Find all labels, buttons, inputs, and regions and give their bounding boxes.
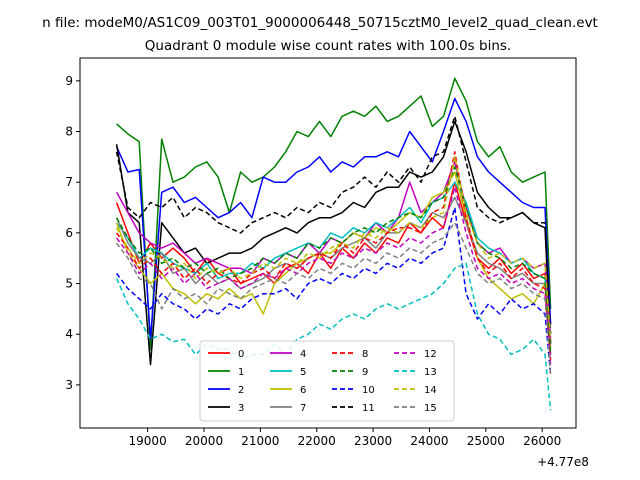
series-line-9 [115, 166, 552, 355]
x-tick-label: 22000 [298, 434, 336, 448]
legend-label-12: 12 [424, 349, 437, 360]
axes-layer: 19000 20000 21000 22000 23000 24000 25000 26000… [65, 74, 561, 448]
y-tick-label: 8 [65, 124, 73, 138]
chart-title: Quadrant 0 module wise count rates with … [145, 38, 511, 54]
legend-label-14: 14 [424, 385, 437, 396]
x-tick-label: 20000 [185, 434, 223, 448]
legend-frame [199, 340, 455, 422]
series-line-1 [116, 77, 552, 351]
y-tick-label: 9 [65, 74, 73, 88]
legend-label-3: 3 [238, 403, 244, 414]
x-tick-label: 26000 [523, 434, 561, 448]
series-line-2 [115, 97, 552, 341]
legend-label-9: 9 [362, 367, 368, 378]
series-line-14 [115, 156, 552, 340]
legend-label-5: 5 [300, 367, 306, 378]
series-line-12 [115, 186, 552, 365]
series-line-8 [115, 151, 552, 360]
series-layer [115, 77, 552, 411]
x-tick-label: 23000 [354, 434, 392, 448]
x-tick-label: 24000 [410, 434, 448, 448]
series-line-10 [115, 206, 552, 375]
y-tick-label: 4 [65, 327, 73, 341]
series-line-15 [115, 221, 552, 375]
y-tick-label: 3 [65, 378, 73, 392]
legend-label-13: 13 [424, 367, 437, 378]
x-tick-label: 25000 [467, 434, 505, 448]
series-line-11 [115, 115, 552, 335]
legend-label-4: 4 [300, 349, 306, 360]
legend-label-8: 8 [362, 349, 368, 360]
series-line-3 [115, 120, 552, 366]
figure-suptitle: n file: modeM0/AS1C09_003T01_9000006448_… [42, 15, 598, 31]
y-tick-label: 7 [65, 175, 73, 189]
y-tick-label: 6 [65, 226, 73, 240]
legend-label-0: 0 [238, 349, 244, 360]
legend-label-2: 2 [238, 385, 244, 396]
legend-label-6: 6 [300, 385, 306, 396]
legend-label-1: 1 [238, 367, 244, 378]
x-tick-label: 21000 [241, 434, 279, 448]
legend-label-10: 10 [362, 385, 375, 396]
series-line-7 [115, 196, 552, 355]
plot-frame [79, 57, 577, 429]
legend-label-11: 11 [362, 403, 375, 414]
x-axis-offset-label: +4.77e8 [537, 455, 589, 469]
series-line-6 [115, 171, 552, 350]
legend-label-7: 7 [300, 403, 306, 414]
series-line-13 [115, 262, 552, 411]
legend-label-15: 15 [424, 403, 437, 414]
x-tick-label: 19000 [129, 434, 167, 448]
y-tick-label: 5 [65, 277, 73, 291]
